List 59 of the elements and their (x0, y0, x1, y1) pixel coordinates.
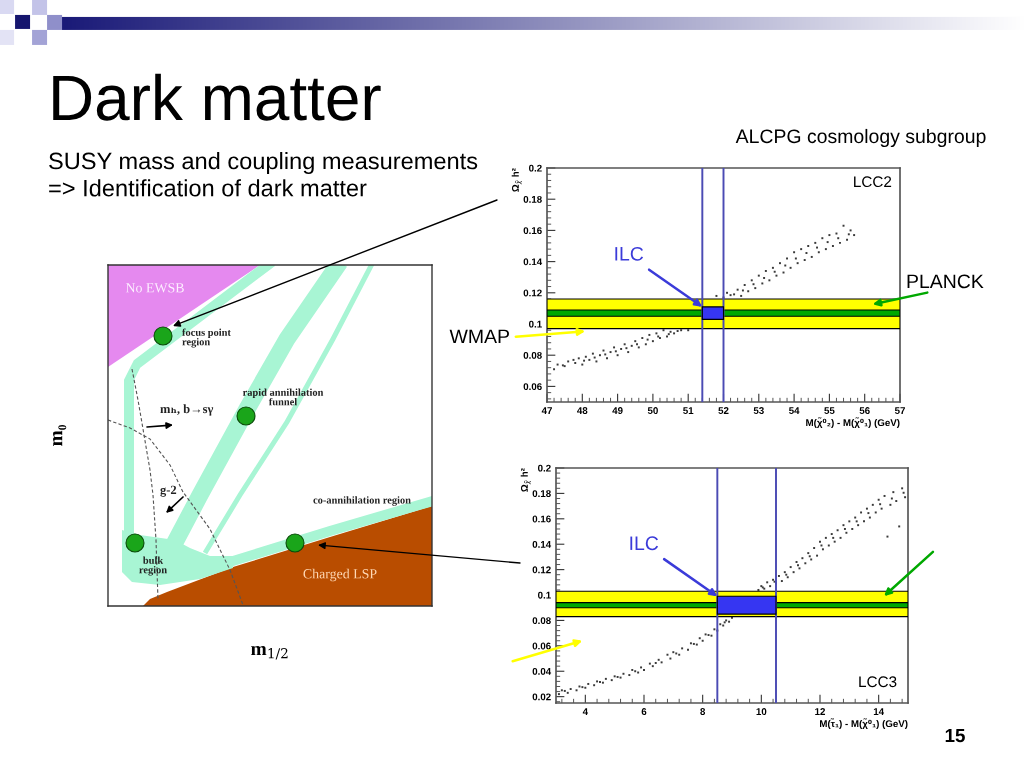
text: Charged LSP (303, 568, 377, 582)
text: g-2 (160, 485, 177, 497)
y-axis-title: Ω$_{χ̃}$ h² (520, 468, 531, 492)
x-tick-label: 52 (718, 407, 729, 414)
y-tick-label: 0.06 (532, 642, 551, 650)
text: bulk region (139, 556, 167, 576)
text: SUSY mass and coupling measurements => Identification of dark matter (49, 152, 478, 197)
text: m₀ (53, 424, 67, 446)
annotation: LCC2 (854, 176, 892, 188)
x-axis-title: M(χ̃⁰₂) - M(χ̃⁰₁) (GeV) (806, 417, 900, 429)
text: ALCPG cosmology subgroup (735, 128, 986, 148)
x-tick-label: 12 (815, 708, 826, 715)
x-tick-label: 57 (894, 407, 905, 414)
annotation: LCC3 (859, 676, 897, 688)
y-tick-label: 0.12 (523, 289, 542, 297)
y-tick-label: 0.08 (523, 351, 542, 359)
y-tick-label: 0.2 (538, 464, 551, 472)
x-tick-label: 55 (824, 407, 835, 414)
annotation: ILC (615, 246, 644, 261)
y-tick-label: 0.16 (532, 515, 551, 523)
text: rapid annihilation funnel (242, 388, 324, 406)
y-tick-label: 0.14 (523, 258, 543, 266)
x-tick-label: 48 (577, 407, 588, 414)
y-tick-label: 0.06 (523, 383, 542, 391)
text: Dark matter (53, 73, 381, 121)
annotation: ILC (630, 536, 659, 551)
x-tick-label: 10 (756, 708, 767, 715)
y-tick-label: 0.1 (538, 591, 551, 599)
x-tick-label: 50 (647, 407, 658, 414)
text: focus point region (182, 328, 231, 348)
x-tick-label: 4 (582, 708, 588, 715)
band-label: WMAP (449, 329, 509, 344)
y-tick-label: 0.18 (532, 490, 551, 498)
x-tick-label: 56 (859, 407, 870, 414)
x-tick-label: 14 (873, 708, 885, 715)
text: mₕ, b→sγ (160, 404, 214, 416)
x-tick-label: 49 (612, 407, 623, 414)
text: m$_{1/2}$ (251, 645, 288, 660)
y-axis-title: Ω$_{χ̃}$ h² (511, 168, 522, 192)
text: co-annihilation region (313, 496, 411, 506)
y-tick-label: 0.1 (529, 320, 542, 328)
y-tick-label: 0.18 (523, 195, 542, 203)
x-tick-label: 8 (700, 708, 706, 715)
y-tick-label: 0.08 (532, 617, 551, 625)
x-tick-label: 53 (753, 407, 764, 415)
band-label: PLANCK (907, 274, 984, 289)
x-tick-label: 47 (541, 407, 552, 414)
x-axis-title: M(τ̃₁) - M(χ̃⁰₁) (GeV) (820, 718, 908, 730)
x-tick-label: 6 (641, 708, 647, 715)
x-tick-label: 51 (683, 407, 694, 414)
y-tick-label: 0.2 (529, 164, 542, 172)
x-tick-label: 54 (788, 407, 800, 414)
text: 15 (945, 729, 965, 743)
y-tick-label: 0.04 (532, 667, 552, 675)
y-tick-label: 0.16 (523, 227, 542, 235)
y-tick-label: 0.02 (532, 693, 551, 701)
text: No EWSB (125, 283, 184, 293)
y-tick-label: 0.12 (532, 566, 551, 574)
y-tick-label: 0.14 (532, 540, 552, 548)
